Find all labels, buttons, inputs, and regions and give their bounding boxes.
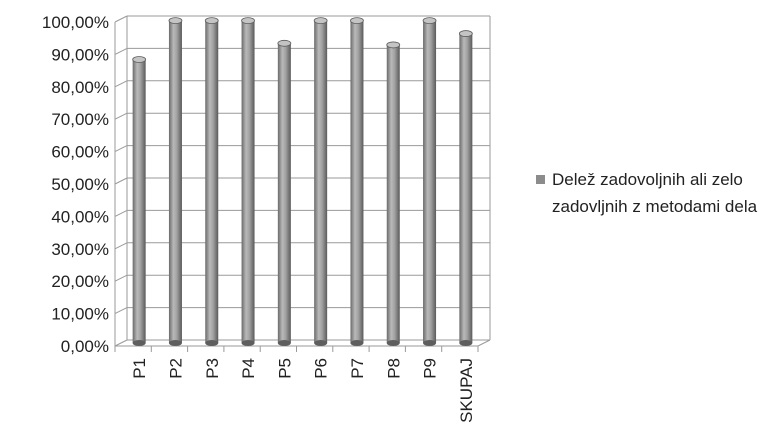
bar: [422, 17, 437, 346]
bar-base: [168, 340, 182, 346]
bar-top: [277, 39, 292, 47]
x-category-label: P9: [421, 358, 440, 379]
bar: [350, 17, 364, 346]
bar: [277, 39, 292, 346]
x-category-label: P8: [384, 358, 403, 379]
y-tick-label: 50,00%: [51, 175, 109, 194]
y-tick-label: 70,00%: [51, 110, 109, 129]
bar-top: [422, 17, 437, 25]
bar-top: [350, 17, 364, 25]
bar-top: [168, 17, 183, 25]
bar: [168, 17, 183, 346]
bar-base: [205, 340, 219, 346]
gridline-wall: [114, 47, 128, 55]
axes: [114, 16, 491, 352]
gridline-wall: [114, 209, 128, 217]
bar-chart: 0,00% 10,00% 20,00% 30,00% 40,00% 50,00% 60,00…: [42, 13, 491, 423]
bar-base: [350, 340, 364, 346]
bar-body: [350, 20, 364, 344]
y-tick-label: 40,00%: [51, 207, 109, 226]
bar: [313, 17, 328, 346]
x-category-label: P6: [312, 358, 331, 379]
y-tick-label: 80,00%: [51, 78, 109, 97]
bar-body: [168, 20, 182, 344]
bar-body: [277, 43, 291, 344]
gridline-wall: [114, 242, 128, 250]
x-category-label: P1: [130, 358, 149, 379]
bar: [241, 17, 255, 346]
bar-top: [132, 56, 147, 63]
bar-body: [205, 20, 219, 344]
y-tick-label: 100,00%: [42, 13, 109, 32]
bar-top: [386, 41, 401, 49]
y-tick-label: 20,00%: [51, 272, 109, 291]
bar-base: [423, 340, 437, 346]
bar-base: [241, 340, 255, 346]
bar-body: [423, 20, 437, 344]
bar-body: [459, 33, 473, 343]
legend: Delež zadovoljnih ali zelo zadovljnih z …: [536, 166, 776, 220]
bar-top: [313, 17, 328, 25]
bars: [132, 17, 473, 346]
bar-base: [132, 340, 146, 346]
bar: [386, 41, 401, 346]
gridline-wall: [114, 274, 128, 282]
bar-top: [204, 17, 219, 25]
x-category-label: P7: [348, 358, 367, 379]
gridline-wall: [114, 145, 128, 153]
gridline-wall: [114, 339, 128, 347]
bar: [204, 17, 219, 346]
y-tick-label: 0,00%: [61, 337, 109, 356]
axis-labels: 0,00% 10,00% 20,00% 30,00% 40,00% 50,00% 60,00…: [42, 13, 476, 423]
x-category-label: SKUPAJ: [457, 358, 476, 423]
bar-base: [386, 340, 400, 346]
bar-top: [458, 30, 473, 37]
y-tick-label: 30,00%: [51, 240, 109, 259]
bar: [458, 30, 473, 346]
x-category-label: P2: [166, 358, 185, 379]
bar-top: [241, 17, 255, 25]
floor-right-edge: [477, 339, 491, 347]
gridline-wall: [114, 15, 128, 23]
bar-base: [277, 340, 291, 346]
gridline-wall: [114, 80, 128, 88]
gridline-wall: [114, 177, 128, 185]
bar-body: [314, 20, 328, 344]
gridline-wall: [114, 307, 128, 315]
x-category-label: P3: [203, 358, 222, 379]
x-category-label: P4: [239, 358, 258, 379]
bar-body: [132, 59, 146, 343]
y-tick-label: 10,00%: [51, 305, 109, 324]
gridline-wall: [114, 112, 128, 120]
x-category-label: P5: [275, 358, 294, 379]
legend-swatch: [536, 175, 545, 184]
bar-base: [314, 340, 328, 346]
bar: [132, 56, 147, 346]
bar-base: [459, 340, 473, 346]
y-tick-label: 90,00%: [51, 45, 109, 64]
y-tick-label: 60,00%: [51, 143, 109, 162]
bar-body: [386, 44, 400, 344]
legend-label: Delež zadovoljnih ali zelo zadovljnih z …: [552, 170, 758, 216]
bar-body: [241, 20, 255, 344]
